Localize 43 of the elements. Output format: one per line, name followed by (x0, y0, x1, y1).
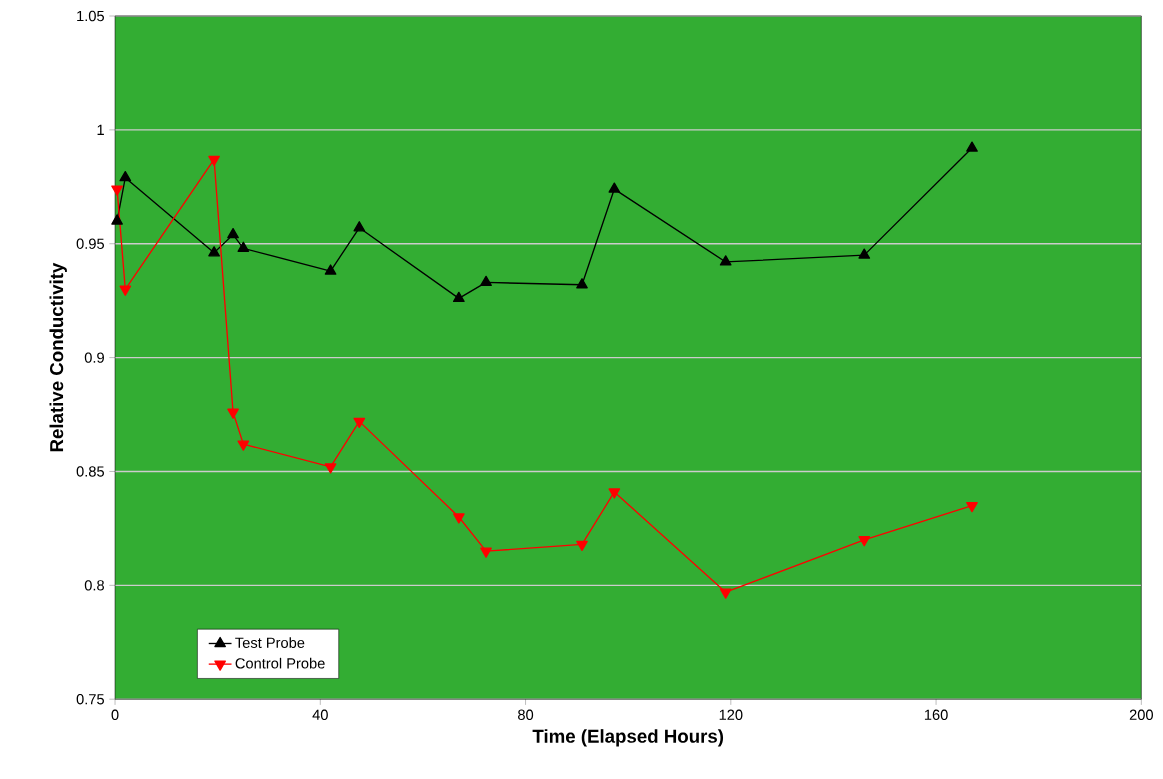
point (966, 141, 978, 152)
point (576, 540, 588, 552)
x-tick-label: 40 (312, 709, 328, 721)
x-tick-label: 120 (719, 709, 743, 721)
legend-label: Control Probe (235, 657, 325, 669)
point (480, 547, 492, 558)
point (119, 285, 132, 296)
point (858, 536, 871, 547)
x-tick-label: 0 (111, 709, 119, 721)
x-axis-title: Time (Elapsed Hours) (532, 729, 724, 747)
legend-label: Test Probe (235, 637, 305, 648)
point (966, 502, 978, 513)
point (119, 171, 132, 182)
point (452, 513, 465, 524)
point (452, 291, 465, 303)
point (858, 248, 871, 259)
point (353, 417, 366, 429)
x-tick-label: 160 (924, 709, 948, 721)
y-tick-label: 0.75 (76, 694, 104, 705)
point (237, 440, 250, 451)
point (111, 214, 123, 225)
point (324, 264, 337, 275)
x-tick-label: 80 (518, 709, 534, 721)
point (227, 408, 239, 419)
y-tick-label: 0.8 (84, 580, 104, 591)
point (719, 588, 732, 599)
point (608, 488, 621, 499)
y-tick-label: 0.95 (76, 238, 104, 249)
point (719, 255, 732, 266)
y-tick-label: 1 (97, 124, 104, 135)
point (237, 241, 250, 253)
y-axis-title: Relative Conductivity (49, 262, 67, 452)
y-tick-label: 1.05 (77, 10, 104, 22)
y-tick-label: 0.9 (84, 352, 104, 363)
point (480, 275, 492, 287)
point (576, 278, 588, 289)
x-tick-label: 200 (1129, 709, 1153, 721)
point (227, 228, 239, 239)
y-tick-label: 0.85 (76, 466, 104, 477)
point (324, 463, 337, 474)
point (353, 221, 366, 232)
point (608, 182, 621, 193)
point (208, 246, 220, 257)
